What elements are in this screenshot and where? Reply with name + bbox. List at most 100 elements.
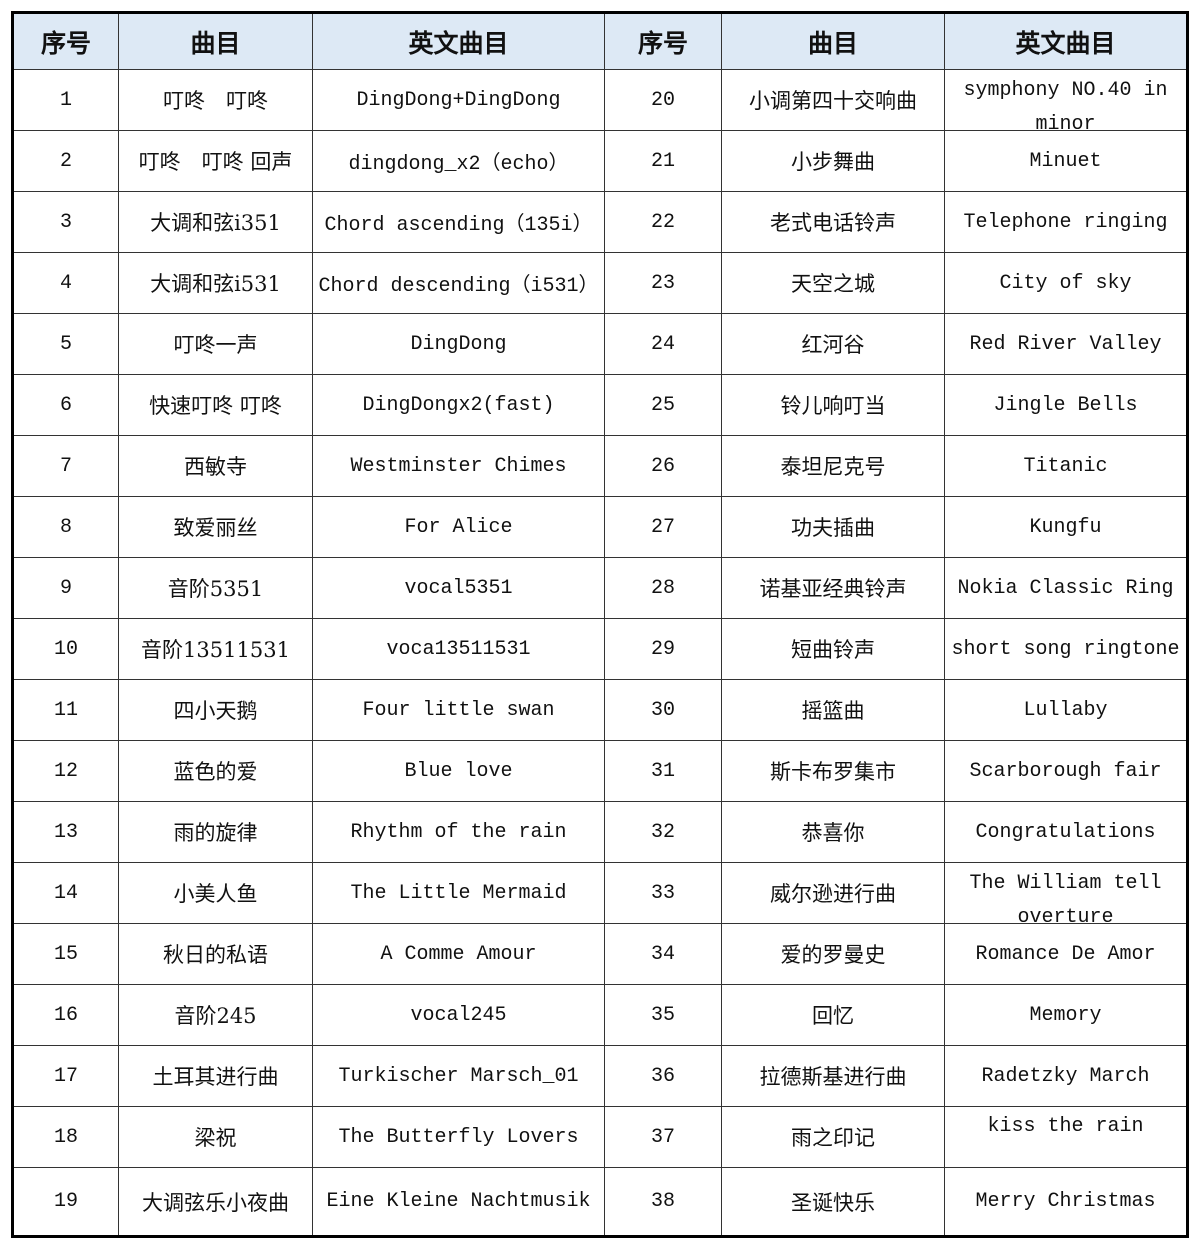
cell-text: 6 [59, 393, 72, 417]
cell-index: 13 [12, 801, 119, 863]
cell-index: 17 [12, 1045, 119, 1107]
table-row: 1 叮咚 叮咚 DingDong+DingDong 20 小调第四十交响曲 symphon… [12, 69, 1188, 131]
cell-text: 圣诞快乐 [791, 1190, 875, 1215]
cell-title: 大调和弦i351 [118, 191, 313, 253]
cell-index: 3 [12, 191, 119, 253]
cell-text: 19 [53, 1190, 78, 1213]
cell-text: 22 [650, 210, 675, 234]
cell-index: 34 [604, 923, 722, 985]
cell-text: Minuet [1029, 149, 1102, 173]
cell-english-title: vocal245 [312, 984, 605, 1046]
cell-text: 13 [53, 820, 78, 844]
cell-text: 威尔逊进行曲 [770, 882, 896, 906]
cell-text: Turkischer Marsch_01 [338, 1064, 579, 1088]
cell-index: 24 [604, 313, 722, 375]
table-row: 6 快速叮咚 叮咚 DingDongx2(fast) 25 铃儿响叮当 Jingle Be… [12, 374, 1188, 436]
cell-text: A Comme Amour [380, 942, 537, 966]
cell-text: 叮咚 叮咚 回声 [138, 150, 293, 174]
cell-index: 8 [12, 496, 119, 558]
cell-text: 34 [650, 942, 675, 966]
cell-english-title: Rhythm of the rain [312, 801, 605, 863]
cell-text: Westminster Chimes [350, 454, 567, 478]
cell-text: 28 [650, 576, 675, 600]
cell-english-title: Telephone ringing [944, 191, 1188, 253]
cell-text: 20 [650, 88, 675, 112]
cell-english-title: Kungfu [944, 496, 1188, 558]
cell-text: 14 [53, 881, 78, 905]
cell-text: Kungfu [1029, 515, 1102, 539]
cell-text: The William tell overture [969, 872, 1162, 923]
cell-text: vocal245 [410, 1003, 507, 1027]
cell-title: 威尔逊进行曲 [721, 862, 945, 924]
cell-index: 5 [12, 313, 119, 375]
cell-text: DingDongx2(fast) [362, 393, 555, 417]
cell-text: Red River Valley [969, 332, 1162, 356]
cell-text: Lullaby [1023, 698, 1108, 722]
cell-text: 天空之城 [791, 272, 875, 296]
cell-text: Radetzky March [981, 1064, 1150, 1088]
cell-title: 红河谷 [721, 313, 945, 375]
cell-english-title: The Butterfly Lovers [312, 1106, 605, 1168]
cell-index: 23 [604, 252, 722, 314]
cell-index: 30 [604, 679, 722, 741]
table-row: 16 音阶245 vocal245 35 回忆 Memory [12, 984, 1188, 1046]
cell-index: 18 [12, 1106, 119, 1168]
cell-text: Blue love [404, 759, 513, 783]
cell-title: 摇篮曲 [721, 679, 945, 741]
cell-title: 四小天鹅 [118, 679, 313, 741]
cell-text: 10 [53, 637, 78, 661]
cell-index: 4 [12, 252, 119, 314]
cell-text: The Little Mermaid [350, 881, 567, 905]
table-row: 15 秋日的私语 A Comme Amour 34 爱的罗曼史 Romance De Am… [12, 923, 1188, 985]
cell-english-title: Scarborough fair [944, 740, 1188, 802]
cell-text: 30 [650, 698, 675, 722]
cell-english-title: Merry Christmas [944, 1167, 1188, 1237]
cell-english-title: DingDongx2(fast) [312, 374, 605, 436]
cell-text: Chord ascending（135i） [324, 214, 593, 237]
cell-text: 铃儿响叮当 [780, 394, 886, 418]
cell-english-title: Lullaby [944, 679, 1188, 741]
cell-text: 16 [53, 1003, 78, 1027]
song-table: 序号 曲目 英文曲目 序号 曲目 英文曲目 1 叮咚 叮咚 DingDong+Din… [11, 11, 1189, 1238]
cell-title: 功夫插曲 [721, 496, 945, 558]
cell-english-title: short song ringtone [944, 618, 1188, 680]
cell-text: 27 [650, 515, 675, 539]
cell-index: 27 [604, 496, 722, 558]
cell-title: 致爱丽丝 [118, 496, 313, 558]
table-row: 13 雨的旋律 Rhythm of the rain 32 恭喜你 Congratulat… [12, 801, 1188, 863]
cell-english-title: Blue love [312, 740, 605, 802]
cell-text: 回忆 [812, 1004, 854, 1028]
cell-text: Rhythm of the rain [350, 820, 567, 844]
cell-text: dingdong_x2（echo） [348, 153, 569, 176]
cell-text: 大调和弦i531 [150, 272, 281, 296]
cell-index: 11 [12, 679, 119, 741]
cell-index: 37 [604, 1106, 722, 1168]
cell-text: symphony NO.40 in minor [963, 79, 1168, 130]
cell-text: Jingle Bells [993, 393, 1138, 417]
cell-text: 叮咚一声 [173, 333, 258, 357]
cell-index: 14 [12, 862, 119, 924]
cell-english-title: Jingle Bells [944, 374, 1188, 436]
cell-english-title: Radetzky March [944, 1045, 1188, 1107]
cell-index: 35 [604, 984, 722, 1046]
cell-title: 雨之印记 [721, 1106, 945, 1168]
cell-index: 28 [604, 557, 722, 619]
cell-text: 4 [59, 271, 72, 295]
header-title: 曲目 [118, 12, 313, 70]
cell-title: 叮咚 叮咚 回声 [118, 130, 313, 192]
cell-text: 爱的罗曼史 [780, 943, 886, 967]
table-row: 19 大调弦乐小夜曲 Eine Kleine Nachtmusik 38 圣诞快乐 Mer… [12, 1167, 1188, 1237]
cell-text: 土耳其进行曲 [152, 1065, 279, 1089]
cell-text: 叮咚 叮咚 [163, 89, 268, 113]
cell-text: 18 [53, 1125, 78, 1149]
cell-index: 21 [604, 130, 722, 192]
cell-text: vocal5351 [404, 576, 513, 600]
cell-text: 31 [650, 759, 675, 783]
cell-index: 15 [12, 923, 119, 985]
cell-title: 大调和弦i531 [118, 252, 313, 314]
header-title: 曲目 [721, 12, 945, 70]
cell-text: 12 [53, 759, 78, 783]
cell-text: 梁祝 [194, 1126, 237, 1150]
header-english-title: 英文曲目 [944, 12, 1188, 70]
cell-index: 2 [12, 130, 119, 192]
